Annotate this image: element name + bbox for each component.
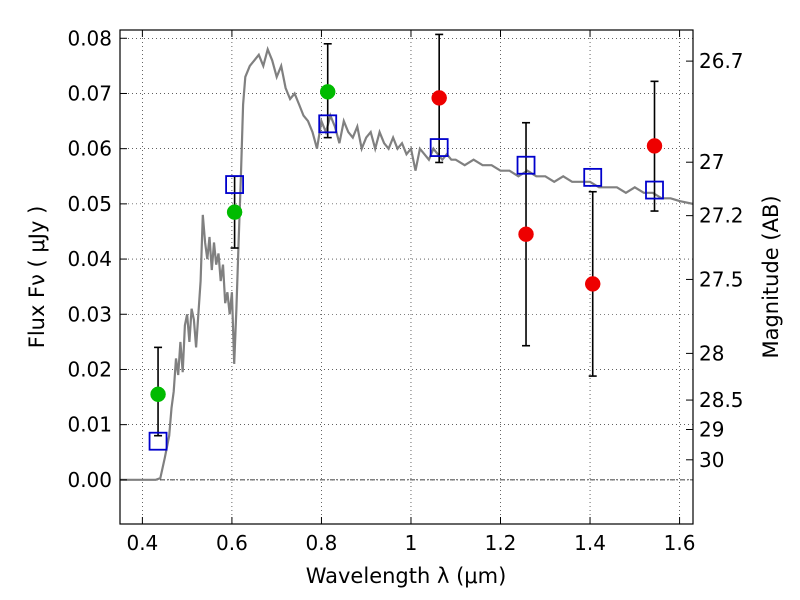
y-axis-label: Flux Fν ( μJy ) [25, 206, 49, 349]
wfc3-flux-point [518, 226, 534, 242]
magnitude-axis-label: Magnitude (AB) [759, 195, 783, 358]
x-tick-label: 0.4 [126, 531, 158, 555]
model-photometry-square [429, 138, 449, 157]
x-tick-label: 1 [405, 531, 418, 555]
acs-flux-point [150, 386, 166, 403]
wfc3-flux-point [431, 90, 447, 106]
model-photometry-square [318, 114, 338, 134]
magnitude-tick-label: 30 [699, 448, 724, 472]
y-tick-label: 0.06 [67, 137, 112, 161]
x-tick-label: 0.6 [216, 531, 248, 555]
x-axis-ticks: 0.4 0.6 0.8 1 1.2 1.4 1.6 [126, 30, 695, 555]
y-axis-ticks: 0.00 0.01 0.02 0.03 0.04 0.05 0.06 0.07 0.08 [67, 26, 127, 492]
y-tick-label: 0.04 [67, 247, 112, 271]
model-photometry-square [583, 167, 603, 187]
magnitude-tick-label: 27.2 [699, 204, 744, 228]
x-tick-label: 1.2 [485, 531, 517, 555]
y-tick-label: 0.01 [67, 413, 112, 437]
magnitude-tick-label: 29 [699, 418, 724, 442]
magnitude-axis-ticks: 26.7 27 27.2 27.5 28 28.5 29 30 [686, 49, 744, 472]
magnitude-tick-label: 28 [699, 341, 724, 365]
magnitude-tick-label: 28.5 [699, 388, 744, 412]
wfc3-flux-point [584, 276, 601, 292]
y-tick-label: 0.03 [67, 302, 112, 326]
x-axis-label: Wavelength λ (μm) [306, 564, 507, 588]
wfc3-flux-point [646, 138, 663, 154]
plot-frame [119, 29, 694, 525]
model-photometry-square [516, 155, 536, 175]
y-tick-label: 0.02 [67, 357, 112, 381]
y-tick-label: 0.05 [67, 192, 112, 216]
x-tick-label: 1.4 [574, 531, 606, 555]
model-photometry-square [148, 431, 168, 451]
magnitude-tick-label: 27 [699, 150, 724, 174]
acs-flux-point [226, 204, 243, 220]
acs-flux-point [319, 84, 336, 100]
data-markers [148, 84, 664, 451]
model-photometry-square [225, 175, 245, 194]
x-tick-label: 1.6 [664, 531, 696, 555]
magnitude-tick-label: 26.7 [699, 49, 744, 73]
x-tick-label: 0.8 [306, 531, 338, 555]
magnitude-tick-label: 27.5 [699, 267, 744, 291]
y-tick-label: 0.07 [67, 81, 112, 105]
y-tick-label: 0.00 [67, 468, 112, 492]
model-photometry-square [645, 180, 664, 200]
y-tick-label: 0.08 [67, 26, 112, 50]
